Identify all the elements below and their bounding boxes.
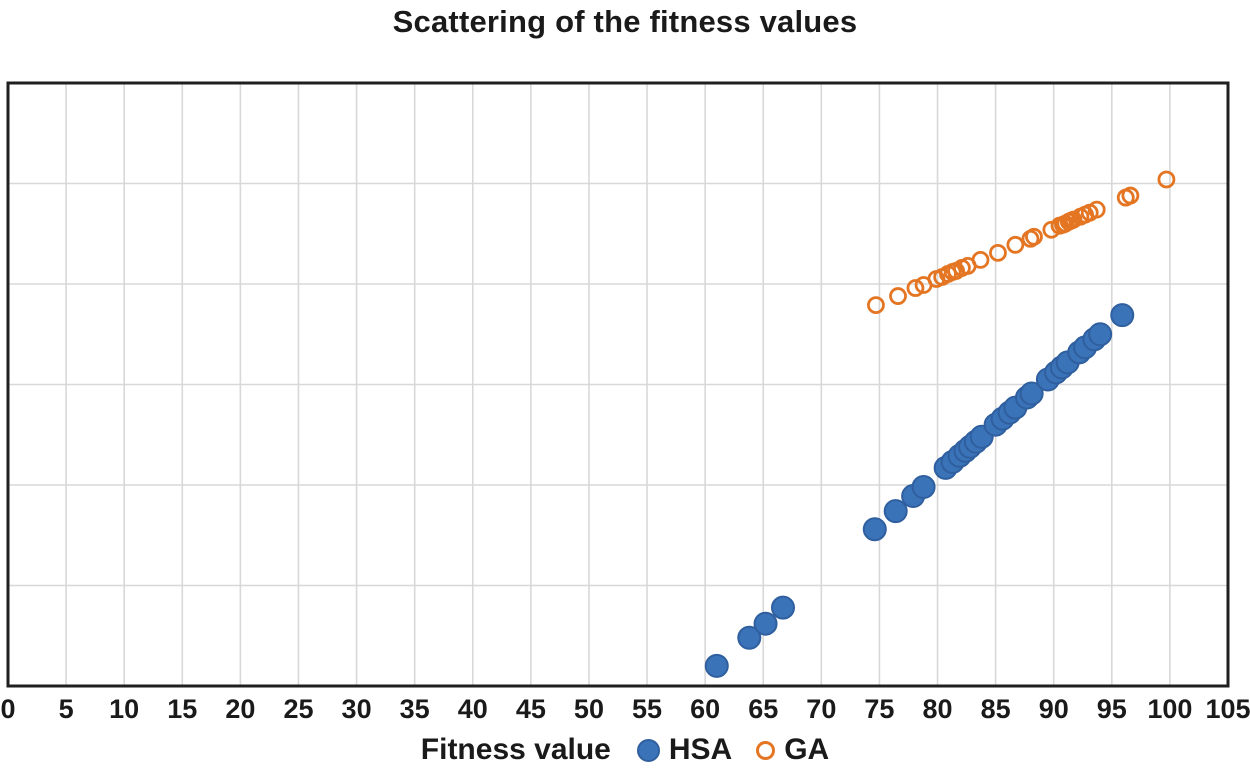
x-axis-tick-label: 55	[632, 694, 662, 724]
plot-border	[6, 81, 1230, 688]
x-axis-tick-label: 105	[1205, 694, 1250, 724]
x-axis-tick-label: 25	[283, 694, 313, 724]
hsa-filled-circle-icon	[636, 738, 660, 762]
x-axis-tick-label: 45	[516, 694, 546, 724]
x-axis-title: Fitness value	[420, 733, 611, 766]
data-point-hsa	[704, 653, 729, 678]
data-point-hsa	[883, 499, 908, 524]
x-axis-tick-label: 5	[59, 694, 74, 724]
x-axis-tick-label: 15	[167, 694, 197, 724]
x-axis-tick-label: 65	[748, 694, 778, 724]
data-point-hsa	[737, 625, 762, 650]
legend-label-ga: GA	[784, 733, 830, 766]
x-axis-tick-label: 0	[0, 694, 15, 724]
chart-title: Scattering of the fitness values	[392, 4, 858, 39]
data-point-ga	[989, 243, 1007, 262]
data-point-hsa	[911, 475, 936, 500]
data-point-ga	[1121, 186, 1140, 205]
x-axis-tick-label: 95	[1097, 694, 1127, 724]
x-axis-tick-label: 60	[690, 694, 720, 724]
legend-item-hsa: HSA	[636, 733, 733, 767]
ga-open-circle-icon	[756, 740, 776, 760]
x-axis-tick-label: 90	[1039, 694, 1069, 724]
data-point-hsa	[862, 517, 887, 542]
legend-label-hsa: HSA	[668, 733, 733, 766]
legend-item-ga: GA	[756, 733, 829, 767]
x-axis-tick-label: 75	[864, 694, 894, 724]
data-point-hsa	[770, 595, 795, 620]
data-point-ga	[1025, 227, 1043, 246]
x-axis-tick-label: 85	[981, 694, 1011, 724]
data-point-hsa	[1019, 381, 1044, 406]
data-point-ga	[1006, 235, 1025, 254]
legend: HSA GA	[636, 733, 829, 767]
data-point-ga	[1087, 200, 1106, 219]
data-point-hsa	[753, 611, 778, 636]
x-axis-tick-label: 35	[400, 694, 430, 724]
x-axis-tick-label: 50	[574, 694, 604, 724]
data-point-hsa	[1088, 322, 1113, 347]
x-axis-tick-label: 100	[1147, 694, 1192, 724]
x-axis-tick-label: 80	[923, 694, 953, 724]
data-point-ga	[1157, 170, 1176, 189]
data-point-ga	[867, 296, 885, 315]
x-axis-footer: Fitness value HSA GA	[0, 733, 1250, 767]
data-point-ga	[971, 250, 990, 269]
x-axis-tick-label: 40	[458, 694, 488, 724]
data-point-ga	[906, 279, 925, 297]
x-axis-tick-label: 70	[806, 694, 836, 724]
x-axis-tick-label: 10	[109, 694, 139, 724]
data-point-ga	[889, 287, 907, 305]
x-axis-tick-label: 30	[342, 694, 372, 724]
x-axis-tick-label: 20	[225, 694, 255, 724]
data-point-hsa	[1110, 303, 1135, 328]
